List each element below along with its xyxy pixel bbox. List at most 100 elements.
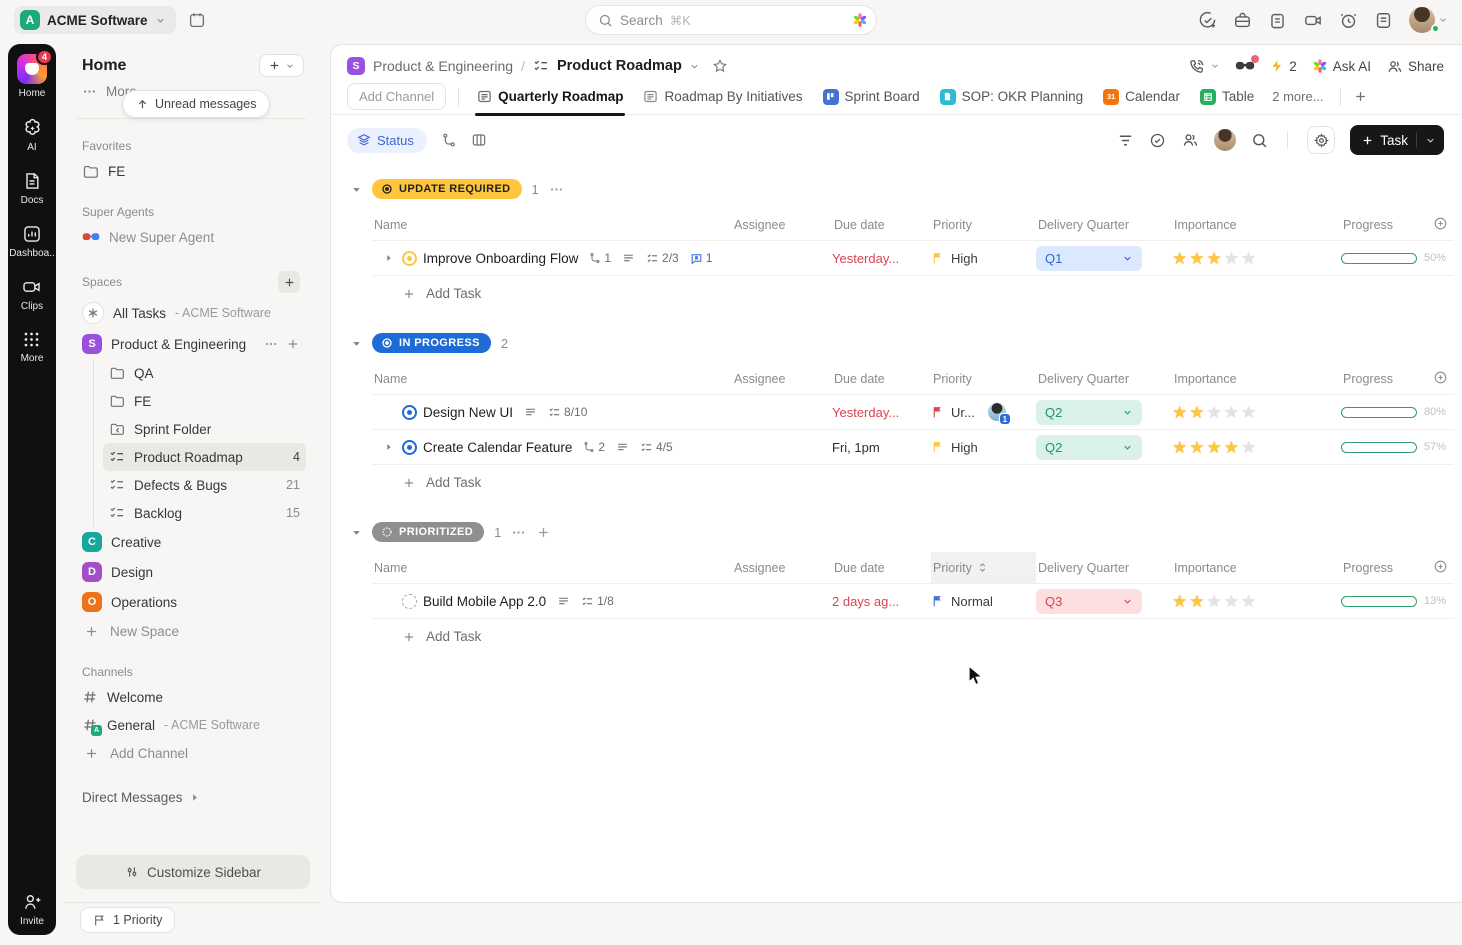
automations-button[interactable]: 2 [1270,58,1297,74]
status-badge[interactable]: UPDATE REQUIRED [372,179,522,199]
add-task-row[interactable]: Add Task [372,619,1454,654]
star-icon[interactable]: ★ [1241,402,1257,422]
status-badge[interactable]: IN PROGRESS [372,333,491,353]
star-icon[interactable]: ★ [1241,591,1257,611]
add-column-button[interactable] [1433,216,1448,231]
star-icon[interactable]: ★ [1172,591,1188,611]
expand-caret-icon[interactable] [381,253,396,263]
sidebar-item-qa[interactable]: QA [103,359,306,387]
clips-icon[interactable] [1303,11,1323,30]
delivery-quarter-select[interactable]: Q2 [1036,399,1142,425]
star-icon[interactable]: ★ [1172,437,1188,457]
star-icon[interactable]: ★ [1241,437,1257,457]
status-badge[interactable]: PRIORITIZED [372,522,485,542]
sidebar-item-product-roadmap[interactable]: Product Roadmap 4 [103,443,306,471]
more-tabs-button[interactable]: 2 more... [1272,89,1324,104]
group-by-status-pill[interactable]: Status [347,127,427,153]
importance-stars[interactable]: ★ ★ ★ ★ ★ [1172,250,1341,267]
task-row[interactable]: Create Calendar Feature 2 4/5 Fri, 1pm H… [372,430,1454,465]
user-avatar[interactable] [1409,7,1448,33]
sidebar-item-welcome[interactable]: Welcome [76,683,306,711]
checklist-meta[interactable]: 1/8 [581,594,614,608]
columns-icon[interactable] [471,132,487,148]
rail-item-dashboards[interactable]: Dashboa.. [9,224,55,259]
star-icon[interactable]: ★ [1223,591,1239,611]
sidebar-item-design[interactable]: D Design [76,557,306,587]
comments-meta[interactable]: 1 [690,251,712,265]
status-icon-update-required[interactable] [402,250,417,266]
importance-stars[interactable]: ★ ★ ★ ★ ★ [1172,593,1341,610]
ai-flower-icon[interactable] [852,12,868,28]
linked-tasks-meta[interactable]: 1 [589,251,611,265]
task-name[interactable]: Build Mobile App 2.0 [423,593,547,609]
importance-stars[interactable]: ★ ★ ★ ★ ★ [1172,404,1341,421]
watcher-avatar[interactable]: 1 [987,403,1011,425]
workspace-switcher[interactable]: A ACME Software [14,6,176,34]
star-icon[interactable]: ★ [1223,402,1239,422]
customize-sidebar-button[interactable]: Customize Sidebar [76,855,310,889]
delivery-quarter-select[interactable]: Q3 [1036,588,1142,614]
star-icon[interactable]: ★ [1172,402,1188,422]
chevron-down-icon[interactable] [1425,135,1436,146]
tab-sop-okr-planning[interactable]: SOP: OKR Planning [934,79,1090,115]
priority-filter-pill[interactable]: 1 Priority [80,907,176,933]
description-icon[interactable] [557,595,570,608]
assignees-icon[interactable] [1181,131,1199,149]
star-icon[interactable]: ★ [1172,248,1188,268]
sidebar-item-operations[interactable]: O Operations [76,587,306,617]
sidebar-item-fe[interactable]: FE [103,387,306,415]
calendar-icon[interactable] [188,11,206,29]
add-column-button[interactable] [1433,559,1448,574]
description-icon[interactable] [616,441,629,454]
collapse-caret-icon[interactable] [351,527,362,538]
star-icon[interactable]: ★ [1223,248,1239,268]
star-favorite-icon[interactable] [712,58,728,74]
linked-tasks-meta[interactable]: 2 [583,440,605,454]
priority-column-header-hovered[interactable]: Priority [931,552,1036,583]
add-task-row[interactable]: Add Task [372,276,1454,311]
checklist-meta[interactable]: 2/3 [646,251,679,265]
tab-roadmap-by-initiatives[interactable]: Roadmap By Initiatives [637,79,808,115]
star-icon[interactable]: ★ [1206,591,1222,611]
tab-calendar[interactable]: 31 Calendar [1097,79,1186,115]
filter-icon[interactable] [1117,132,1134,149]
sidebar-item-all-tasks[interactable]: All Tasks - ACME Software [76,297,306,329]
add-task-to-group-button[interactable] [536,525,551,540]
add-column-button[interactable] [1433,370,1448,385]
description-icon[interactable] [622,252,635,265]
search-input[interactable]: Search ⌘K [585,5,877,35]
me-filter-avatar[interactable] [1214,129,1237,151]
search-icon[interactable] [1251,132,1268,149]
task-name[interactable]: Improve Onboarding Flow [423,250,579,266]
priority-cell[interactable]: Ur... 1 [931,403,1036,425]
star-icon[interactable]: ★ [1189,437,1205,457]
rail-item-clips[interactable]: Clips [21,277,43,312]
priority-cell[interactable]: High [931,440,1036,455]
breadcrumb-page[interactable]: Product Roadmap [557,58,700,74]
sidebar-new-button[interactable] [259,54,304,77]
rail-item-docs[interactable]: Docs [21,171,43,206]
star-icon[interactable]: ★ [1223,437,1239,457]
add-space-button[interactable] [278,271,300,293]
clipboard-icon[interactable] [1268,11,1287,30]
tab-sprint-board[interactable]: Sprint Board [817,79,926,115]
ellipsis-icon[interactable] [511,525,526,540]
collapse-caret-icon[interactable] [351,338,362,349]
status-icon-in-progress[interactable] [402,439,417,455]
sidebar-item-product-engineering[interactable]: S Product & Engineering [76,329,306,359]
status-icon-in-progress[interactable] [402,404,417,420]
agents-button[interactable] [1235,55,1260,73]
rail-item-more[interactable]: More [21,330,43,364]
add-channel-button[interactable]: Add Channel [347,83,447,110]
ellipsis-icon[interactable] [264,337,278,351]
due-date[interactable]: Fri, 1pm [832,439,880,455]
add-task-row[interactable]: Add Task [372,465,1454,500]
delivery-quarter-select[interactable]: Q1 [1036,245,1142,271]
rail-item-invite[interactable]: Invite [20,892,44,927]
share-button[interactable]: Share [1386,58,1444,75]
ask-ai-button[interactable]: Ask AI [1312,58,1371,74]
star-icon[interactable]: ★ [1206,402,1222,422]
check-circle-icon[interactable] [1149,132,1166,149]
due-date[interactable]: Yesterday... [832,250,900,266]
sidebar-item-sprint-folder[interactable]: Sprint Folder [103,415,306,443]
